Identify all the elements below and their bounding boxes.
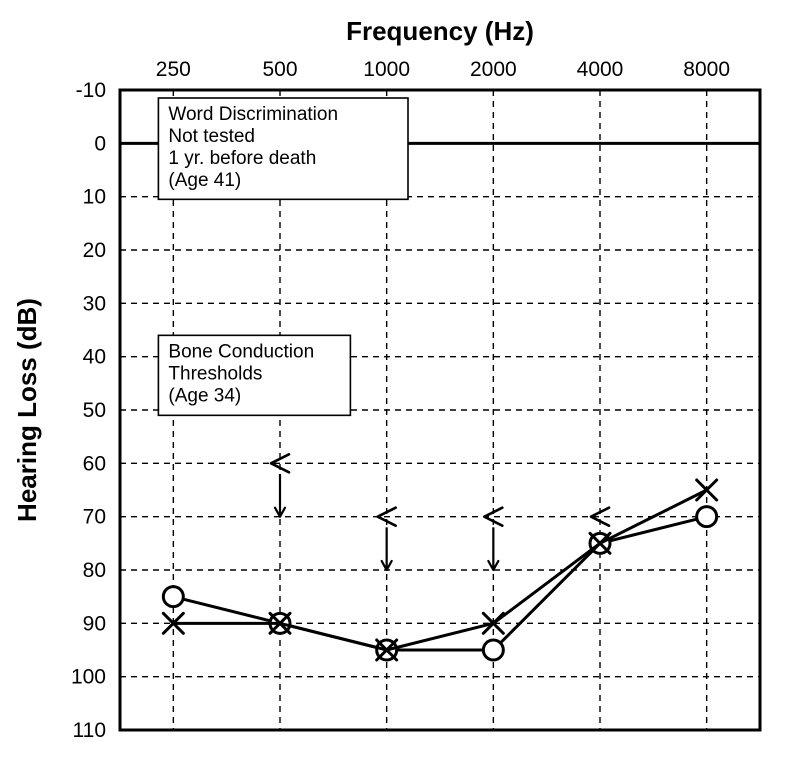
y-tick-label: 60	[83, 452, 106, 475]
word-discrimination-line: Word Discrimination	[168, 104, 338, 125]
y-tick-label: 0	[94, 132, 106, 155]
y-tick-label: 30	[83, 292, 106, 315]
series-circle-marker	[697, 507, 717, 527]
y-tick-label: 40	[83, 346, 106, 369]
x-tick-label: 1000	[363, 58, 410, 81]
x-tick-label: 500	[262, 58, 297, 81]
bone-conduction-annotation: Bone ConductionThresholds(Age 34)	[158, 335, 350, 415]
y-tick-label: -10	[76, 79, 106, 102]
series-circle-marker	[163, 587, 183, 607]
series-circle-marker	[483, 640, 503, 660]
y-tick-label: 20	[83, 239, 106, 262]
bone-conduction-line: Bone Conduction	[168, 341, 314, 362]
bone-conduction-line: Thresholds	[168, 363, 262, 384]
y-axis-title: Hearing Loss (dB)	[12, 298, 42, 522]
word-discrimination-annotation: Word DiscriminationNot tested1 yr. befor…	[158, 98, 408, 199]
bone-conduction-line: (Age 34)	[168, 385, 241, 406]
y-tick-label: 70	[83, 506, 106, 529]
y-tick-label: 90	[83, 612, 106, 635]
x-tick-label: 2000	[470, 58, 517, 81]
y-tick-label: 100	[71, 666, 106, 689]
x-tick-label: 8000	[683, 58, 730, 81]
word-discrimination-line: Not tested	[168, 126, 255, 147]
audiogram-chart: Frequency (Hz)Hearing Loss (dB)250500100…	[0, 0, 800, 782]
x-axis-title: Frequency (Hz)	[346, 16, 534, 46]
y-tick-label: 10	[83, 186, 106, 209]
y-tick-label: 80	[83, 559, 106, 582]
x-tick-label: 250	[156, 58, 191, 81]
word-discrimination-line: (Age 41)	[168, 170, 241, 191]
y-tick-label: 110	[73, 719, 106, 742]
x-tick-label: 4000	[577, 58, 624, 81]
word-discrimination-line: 1 yr. before death	[168, 148, 316, 169]
y-tick-label: 50	[83, 399, 106, 422]
